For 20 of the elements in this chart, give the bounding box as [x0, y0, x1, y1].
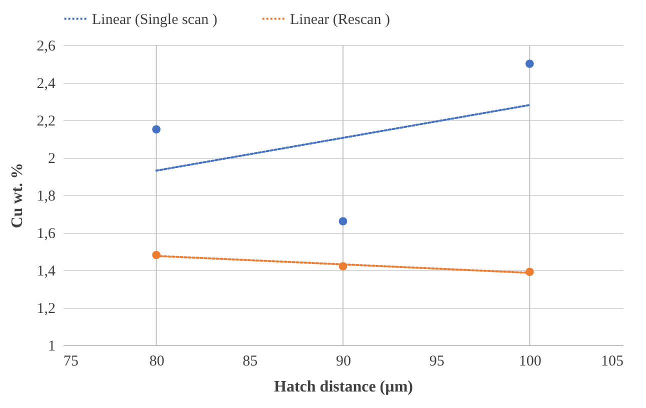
- x-tick-label: 75: [64, 354, 78, 370]
- legend-label: Linear (Rescan ): [290, 12, 390, 28]
- x-tick-label: 100: [518, 354, 542, 370]
- y-tick-label: 2,2: [36, 114, 56, 130]
- y-tick-label: 2: [48, 151, 56, 167]
- x-tick-label: 105: [601, 354, 624, 370]
- x-tick-label: 80: [149, 354, 164, 370]
- x-tick-label: 85: [242, 354, 258, 370]
- y-tick-label: 1,4: [36, 264, 56, 280]
- y-tick-label: 1: [48, 338, 56, 354]
- y-tick-label: 2,4: [36, 76, 56, 92]
- y-tick-label: 2,6: [36, 38, 56, 54]
- x-axis-title: Hatch distance (µm): [274, 378, 413, 396]
- x-tick-label: 95: [429, 354, 444, 370]
- y-tick-label: 1,8: [36, 188, 56, 204]
- y-tick-label: 1,2: [36, 301, 56, 317]
- legend-label: Linear (Single scan ): [92, 12, 218, 28]
- x-tick-label: 90: [336, 354, 351, 370]
- y-axis-title: Cu wt. %: [8, 162, 26, 228]
- y-tick-label: 1,6: [36, 226, 56, 242]
